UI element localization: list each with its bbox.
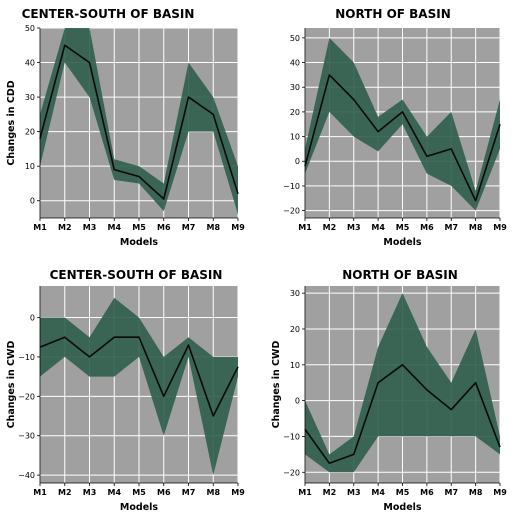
x-tick-label: M4: [371, 488, 385, 497]
x-tick-label: M9: [231, 488, 245, 497]
y-tick-label: 40: [25, 59, 35, 68]
chart-panel-1: 0 10 20 30 40 50 M1 M2 M3 M4 M5 M6 M7 M8 M9 CENTER-SOUT…: [6, 7, 245, 248]
x-tick-label: M4: [371, 223, 385, 232]
x-tick-label: M5: [396, 223, 410, 232]
x-tick-label: M4: [107, 488, 121, 497]
spread-band: [40, 28, 238, 215]
y-axis-label: Changes in CWD: [6, 340, 17, 428]
y-tick-label: 0: [295, 397, 300, 406]
spread-band: [40, 297, 238, 476]
x-tick-label: M3: [83, 488, 97, 497]
y-tick-label: 20: [290, 325, 300, 334]
spread-band: [305, 37, 500, 211]
y-axis-label: Changes in CDD: [6, 80, 17, 165]
x-tick-label: M1: [33, 223, 47, 232]
y-tick-label: −10: [283, 182, 300, 191]
chart-title: CENTER-SOUTH OF BASIN: [22, 7, 195, 21]
x-tick-label: M7: [182, 223, 196, 232]
y-tick-label: 30: [290, 83, 300, 92]
x-tick-label: M1: [298, 488, 312, 497]
mean-line: [304, 74, 501, 202]
y-tick-label: 0: [295, 157, 300, 166]
y-tick-label: 40: [290, 59, 300, 68]
mean-line: [304, 363, 501, 465]
x-tick-label: M2: [323, 488, 337, 497]
y-tick-label: −30: [18, 432, 35, 441]
x-tick-label: M4: [107, 223, 121, 232]
y-tick-label: −10: [283, 432, 300, 441]
chart-panel-3: −40 −30 −20 −10 0 M1 M2 M3 M4 M5 M6 M7 M8 M9 CENTER-SO…: [6, 268, 245, 513]
y-tick-label: −40: [18, 471, 35, 480]
x-tick-label: M5: [132, 223, 146, 232]
y-tick-label: 0: [30, 314, 35, 323]
y-tick-label: −20: [283, 207, 300, 216]
x-tick-label: M7: [444, 223, 458, 232]
x-tick-label: M3: [83, 223, 97, 232]
x-tick-label: M8: [469, 488, 483, 497]
y-tick-label: 20: [290, 108, 300, 117]
x-tick-label: M3: [347, 223, 361, 232]
chart-panel-2: −20 −10 0 10 20 30 40 50 M1 M2 M3 M4 M5 M6 M7 M8 M9 NORTH…: [283, 7, 507, 248]
y-tick-label: 20: [25, 128, 35, 137]
y-tick-label: 10: [290, 361, 300, 370]
x-tick-label: M8: [469, 223, 483, 232]
x-tick-label: M5: [132, 488, 146, 497]
spread-band: [305, 293, 500, 473]
x-tick-label: M6: [157, 488, 171, 497]
y-tick-label: 50: [25, 24, 35, 33]
chart-panel-4: −20 −10 0 10 20 30 M1 M2 M3 M4 M5 M6 M7 M8 M9 NORTH OF …: [271, 268, 507, 513]
x-tick-label: M2: [58, 488, 72, 497]
x-axis-label: Models: [383, 237, 421, 248]
x-tick-label: M2: [323, 223, 337, 232]
chart-title: NORTH OF BASIN: [342, 268, 458, 282]
y-tick-label: 10: [290, 133, 300, 142]
chart-title: CENTER-SOUTH OF BASIN: [50, 268, 223, 282]
mean-line: [39, 44, 239, 200]
y-tick-label: 30: [290, 289, 300, 298]
x-tick-label: M6: [157, 223, 171, 232]
y-tick-label: 0: [30, 197, 35, 206]
x-tick-label: M9: [493, 223, 507, 232]
x-tick-label: M6: [420, 488, 434, 497]
x-tick-label: M9: [493, 488, 507, 497]
x-tick-label: M3: [347, 488, 361, 497]
y-tick-label: −20: [18, 392, 35, 401]
y-tick-label: 30: [25, 93, 35, 102]
x-axis-label: Models: [120, 502, 158, 513]
x-tick-label: M7: [182, 488, 196, 497]
x-tick-label: M8: [206, 488, 220, 497]
mean-line: [39, 336, 239, 417]
chart-title: NORTH OF BASIN: [335, 7, 451, 21]
y-tick-label: 10: [25, 162, 35, 171]
y-tick-label: −20: [283, 468, 300, 477]
x-tick-label: M1: [33, 488, 47, 497]
y-tick-label: −10: [18, 353, 35, 362]
x-axis-label: Models: [383, 502, 421, 513]
x-tick-label: M1: [298, 223, 312, 232]
y-tick-label: 50: [290, 34, 300, 43]
x-tick-label: M2: [58, 223, 72, 232]
x-tick-label: M9: [231, 223, 245, 232]
x-tick-label: M8: [206, 223, 220, 232]
x-axis-label: Models: [120, 237, 158, 248]
x-tick-label: M5: [396, 488, 410, 497]
x-tick-label: M7: [444, 488, 458, 497]
x-tick-label: M6: [420, 223, 434, 232]
y-axis-label: Changes in CWD: [271, 340, 282, 428]
